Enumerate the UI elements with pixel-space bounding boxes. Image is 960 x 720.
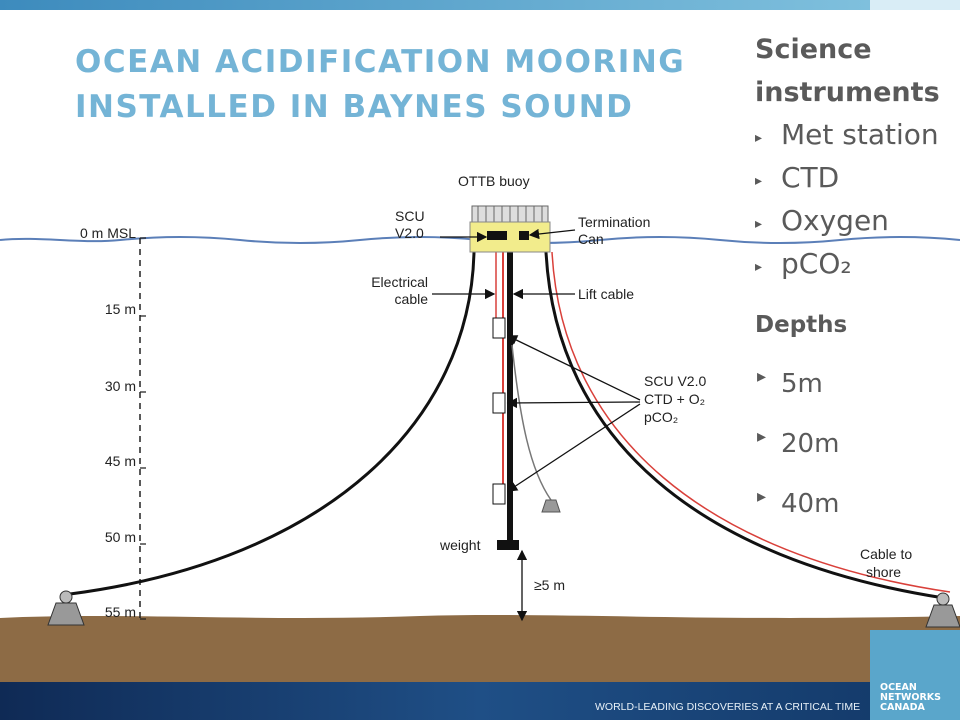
tether [511,344,552,501]
label: pCO₂ [644,409,678,425]
bullet: ▸ [755,216,762,232]
instrument-list: ▸ Met station ▸ CTD ▸ Oxygen ▸ pCO₂ [755,118,939,280]
bullet: ▸ [757,366,766,387]
list-item: 20m [781,429,839,459]
termination-can [519,231,529,240]
right-cable [544,251,945,600]
list-item: 40m [781,489,839,519]
small-weight [541,499,561,513]
title-line: OCEAN ACIDIFICATION MOORING [75,44,685,80]
logo: OCEAN NETWORKS CANADA [880,682,941,713]
scu-box [487,231,507,240]
buoy [469,205,551,253]
label: weight [439,537,481,553]
seabed [0,615,960,682]
label: ≥5 m [534,577,565,593]
bullet: ▸ [755,259,762,275]
shore-cable [551,251,951,593]
list-item: Met station [781,118,939,151]
label: CTD + O₂ [644,391,705,407]
arrow [528,228,576,240]
depth-label: 55 m [105,604,136,620]
arrow [506,403,641,492]
label: V2.0 [395,225,424,241]
top-bar-end [870,0,960,10]
panel-lines [477,206,543,222]
bullet: ▸ [755,173,762,189]
list-item: pCO₂ [781,247,852,280]
label: Can [578,231,604,247]
title-line: INSTALLED IN BAYNES SOUND [75,89,633,125]
left-cable [69,251,476,596]
bullet: ▸ [757,486,766,507]
anchor [47,602,85,626]
depth-label: 50 m [105,529,136,545]
label: cable [395,291,429,307]
tick [140,237,146,620]
anchor-pulley [936,592,950,606]
sidebar-heading: Depths [755,312,847,338]
label: Termination [578,214,650,230]
depth-label: 15 m [105,301,136,317]
depth-label: 0 m MSL [80,225,136,241]
depth-label: 45 m [105,453,136,469]
instrument [492,483,506,505]
label: Electrical [371,274,428,290]
logo-line: OCEAN [880,682,917,693]
sidebar-heading: Science [755,34,872,65]
depth-ticks [140,237,146,620]
footer-strip [0,682,960,720]
instrument [492,392,506,414]
label: SCU V2.0 [644,373,706,389]
bullet: ▸ [757,426,766,447]
label: shore [866,564,901,580]
bullet: ▸ [755,130,762,146]
depth-list: ▸ 5m ▸ 20m ▸ 40m [757,366,839,519]
weight [497,540,519,550]
instrument [492,317,506,339]
anchor [925,604,960,628]
label: Lift cable [578,286,634,302]
logo-line: NETWORKS [880,692,941,703]
sidebar-heading: instruments [755,77,940,108]
label: OTTB buoy [458,173,530,189]
depth-label: 30 m [105,378,136,394]
list-item: 5m [781,369,823,399]
label: SCU [395,208,425,224]
list-item: CTD [781,161,839,194]
label: Cable to [860,546,912,562]
anchor-pulley [59,590,73,604]
arrow [506,335,641,401]
callouts [432,228,641,622]
arrow [506,397,641,409]
top-bar [0,0,870,10]
list-item: Oxygen [781,204,889,237]
logo-box [870,630,960,720]
logo-line: CANADA [880,702,926,713]
tagline: WORLD-LEADING DISCOVERIES AT A CRITICAL … [595,701,860,713]
